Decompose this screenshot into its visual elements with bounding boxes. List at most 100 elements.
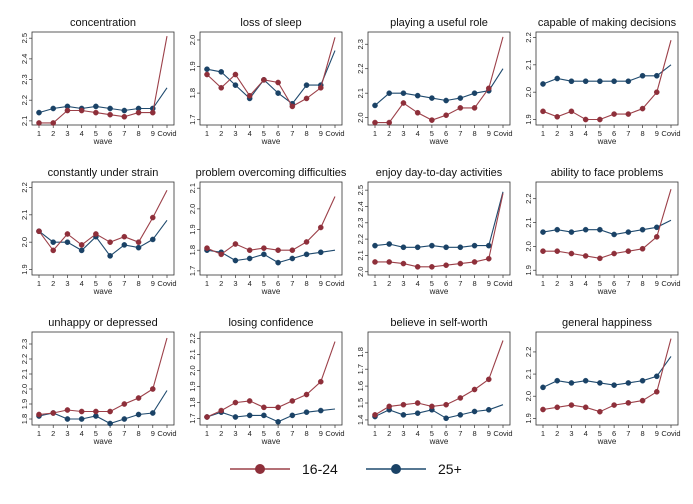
y-tick-label: 2.1 [188,183,197,193]
x-tick-label: 8 [136,429,140,438]
data-point-young [289,247,296,253]
data-point-old [121,107,128,114]
data-point-old [232,82,239,88]
data-point-young [457,105,464,111]
data-point-old [639,377,646,384]
x-tick-label: Covid [325,129,344,138]
x-tick-label: 6 [108,279,112,288]
x-tick-label: 1 [37,129,41,138]
data-point-old [246,412,253,419]
y-tick-label: 2.5 [356,185,365,195]
legend-marker [255,464,265,474]
data-point-young [611,250,617,257]
x-tick-label: 8 [472,279,476,288]
data-point-young [78,408,85,415]
data-point-young [386,259,393,265]
data-point-old [540,229,546,235]
x-tick-label: 5 [94,429,98,438]
y-tick-label: 1.7 [188,266,197,276]
data-point-young [554,113,561,120]
x-tick-label: 2 [219,279,223,288]
panel-title: concentration [70,17,136,29]
series-line-young [39,35,168,124]
y-tick-label: 1.9 [524,413,533,423]
data-point-old [232,414,239,420]
series-line-young [542,338,672,413]
x-tick-label: 9 [487,279,491,288]
data-point-old [485,406,492,413]
x-tick-label: Covid [325,279,344,288]
x-tick-label: 1 [205,279,209,288]
x-tick-label: Covid [493,129,512,138]
x-tick-label: 4 [80,129,84,138]
data-point-young [36,120,42,126]
x-tick-label: 7 [458,429,462,438]
series-line-young [206,341,336,418]
data-point-young [485,85,492,92]
data-point-old [429,95,435,101]
series-line-young [206,196,336,255]
data-point-old [275,418,281,425]
data-point-old [372,102,378,109]
x-tick-label: 6 [612,129,616,138]
data-point-old [639,72,646,79]
data-point-old [597,226,603,233]
data-point-young [275,79,281,86]
data-point-old [386,90,393,96]
data-point-young [64,407,71,413]
panel-title: capable of making decisions [538,17,677,29]
data-point-young [64,231,71,237]
x-tick-label: 1 [373,129,377,138]
x-tick-label: 1 [541,129,545,138]
chart-panel: general happiness 1.9 2.0 2.1 2.2 1 2 3 4 5 6 7 8 9 Co… [524,317,681,446]
data-point-old [64,239,71,245]
data-point-young [471,105,478,111]
x-tick-label: Covid [661,429,680,438]
data-point-young [204,245,210,251]
series-line-old [542,64,672,85]
data-point-young [303,95,310,102]
data-point-young [149,109,156,116]
y-tick-label: 2.0 [524,391,533,401]
x-tick-label: 8 [304,429,308,438]
x-tick-label: 8 [472,429,476,438]
data-point-young [540,248,546,254]
panel-title: believe in self-worth [390,317,487,329]
chart-panel: losing confidence 1.7 1.8 1.9 2.0 2.1 2.2 1 2 3 4 5… [188,317,345,446]
x-tick-label: 3 [65,429,69,438]
data-point-old [568,229,575,235]
x-tick-label: 2 [387,279,391,288]
data-point-old [372,242,378,249]
data-point-old [625,229,632,235]
data-point-young [568,402,575,408]
data-point-old [303,82,310,88]
x-tick-label: 3 [233,429,237,438]
x-tick-label: 6 [276,279,280,288]
x-tick-label: 3 [401,129,405,138]
plot-frame [199,31,343,126]
data-point-young [317,378,324,385]
data-point-young [149,386,156,392]
y-tick-label: 1.8 [188,397,197,407]
data-point-old [471,90,478,96]
y-tick-label: 1.9 [188,224,197,234]
x-tick-label: Covid [493,279,512,288]
legend-marker [391,464,401,474]
data-point-young [568,108,575,115]
x-tick-label: 8 [136,279,140,288]
x-tick-label: 7 [626,129,630,138]
x-tick-label: 2 [387,129,391,138]
data-point-old [121,416,128,422]
y-tick-label: 2.1 [524,60,533,70]
x-tick-label: 4 [584,279,588,288]
y-tick-label: 1.8 [188,245,197,255]
data-point-old [611,231,617,238]
data-point-young [582,404,589,411]
x-tick-label: Covid [157,429,176,438]
legend-label: 25+ [438,461,462,477]
data-point-old [582,377,589,384]
x-tick-label: 2 [555,429,559,438]
series-line-young [543,189,672,259]
x-tick-label: 7 [458,279,462,288]
x-axis-label: wave [429,437,449,446]
